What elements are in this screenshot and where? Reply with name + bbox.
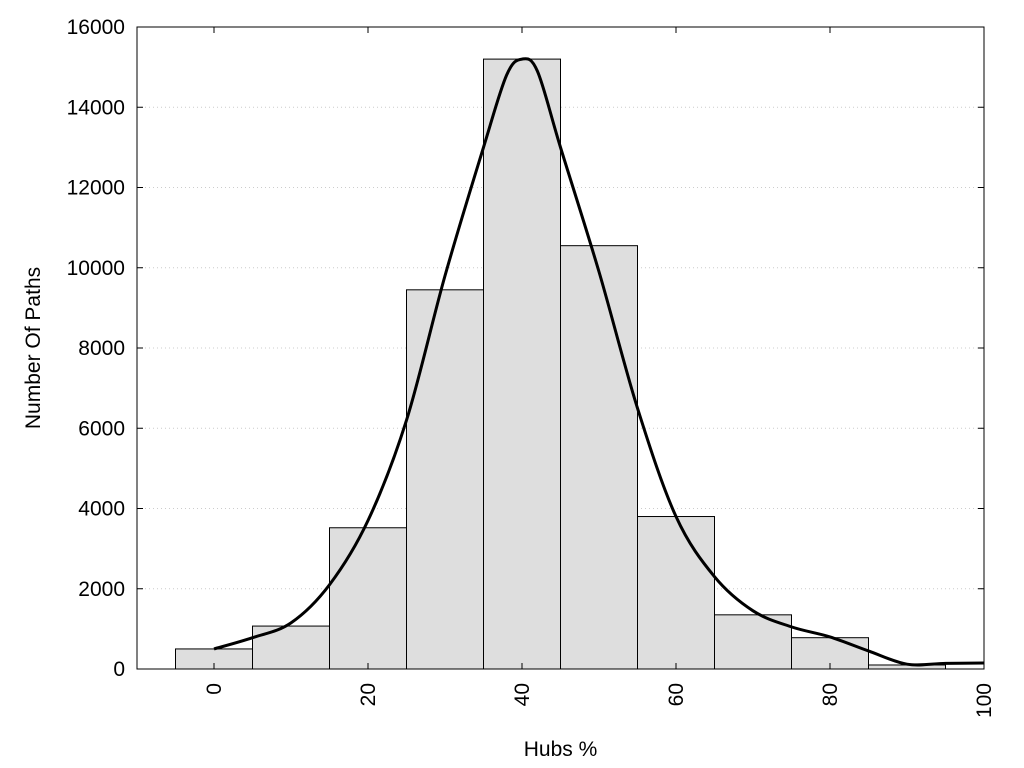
density-curve bbox=[213, 57, 985, 667]
y-tick-label: 4000 bbox=[78, 498, 125, 521]
histogram-bar bbox=[252, 625, 330, 670]
histogram-bars bbox=[175, 58, 946, 670]
y-tick-label: 16000 bbox=[67, 16, 125, 39]
axis-ticks: 0 2000 4000 6000 8000 10000 12000 14000 16000 0 20… bbox=[67, 16, 996, 718]
histogram-bar bbox=[406, 289, 484, 670]
x-tick-label: 40 bbox=[511, 683, 534, 706]
histogram-bar bbox=[329, 527, 407, 670]
y-tick-label: 12000 bbox=[67, 177, 125, 200]
x-tick-label: 80 bbox=[819, 683, 842, 706]
y-tick-label: 10000 bbox=[67, 257, 125, 280]
x-tick-label: 60 bbox=[665, 683, 688, 706]
density-curve-line bbox=[213, 57, 985, 667]
y-tick-label: 2000 bbox=[78, 578, 125, 601]
y-tick-label: 8000 bbox=[78, 337, 125, 360]
y-tick-label: 6000 bbox=[78, 417, 125, 440]
x-tick-label: 0 bbox=[203, 683, 226, 695]
x-tick-label: 100 bbox=[973, 683, 996, 718]
x-axis-title: Hubs % bbox=[524, 738, 598, 761]
y-tick-label: 14000 bbox=[67, 96, 125, 119]
histogram-bar bbox=[483, 58, 561, 670]
y-tick-label: 0 bbox=[113, 658, 125, 681]
y-axis-title: Number Of Paths bbox=[22, 267, 45, 429]
histogram-bar bbox=[637, 516, 715, 670]
x-tick-label: 20 bbox=[357, 683, 380, 706]
histogram-bar bbox=[560, 245, 638, 670]
